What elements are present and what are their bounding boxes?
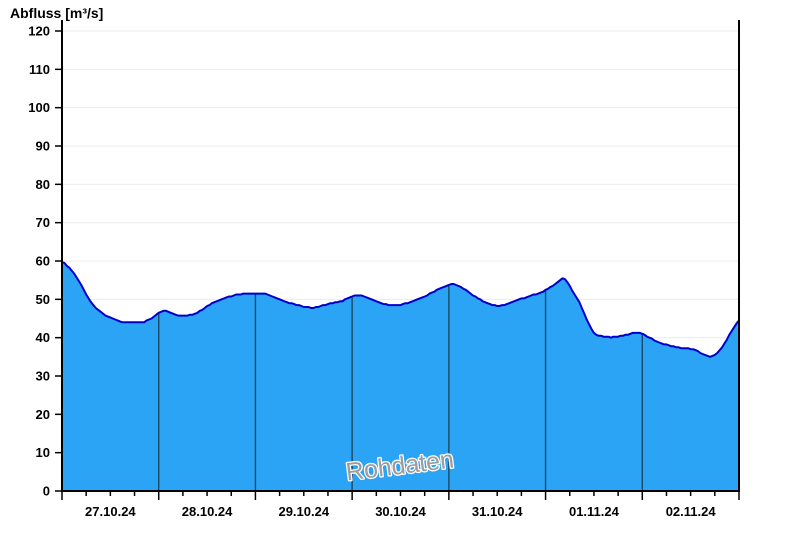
- discharge-line: [61, 261, 740, 358]
- y-tick-label: 10: [36, 445, 50, 460]
- x-day-label: 02.11.24: [666, 504, 717, 519]
- discharge-area: [62, 262, 739, 491]
- y-tick-label: 90: [36, 139, 50, 154]
- y-tick-label: 30: [36, 369, 50, 384]
- axis-frame: [61, 20, 740, 492]
- y-tick-label: 100: [28, 100, 50, 115]
- y-tick-label: 70: [36, 215, 50, 230]
- x-axis-ticks: 27.10.24 28.10.24 29.10.24 30.10.24 31.10.24…: [61, 492, 740, 519]
- y-tick-label: 40: [36, 330, 50, 345]
- x-day-label: 30.10.24: [375, 504, 426, 519]
- x-day-label: 27.10.24: [85, 504, 136, 519]
- y-tick-label: 50: [36, 292, 50, 307]
- y-tick-label: 20: [36, 407, 50, 422]
- y-tick-label: 80: [36, 177, 50, 192]
- y-tick-label: 60: [36, 254, 50, 269]
- y-tick-label: 0: [43, 484, 50, 499]
- x-day-label: 29.10.24: [278, 504, 329, 519]
- x-day-label: 28.10.24: [182, 504, 233, 519]
- y-tick-label: 120: [28, 24, 50, 39]
- x-day-label: 01.11.24: [569, 504, 620, 519]
- y-tick-label: 110: [29, 62, 50, 77]
- y-axis-ticks: 0 10 20 30 40 50 60 70 80 90 100 110 120: [28, 24, 62, 499]
- day-separator-lines: [158, 262, 643, 491]
- chart-title: Abfluss [m³/s]: [10, 5, 104, 21]
- x-day-label: 31.10.24: [472, 504, 523, 519]
